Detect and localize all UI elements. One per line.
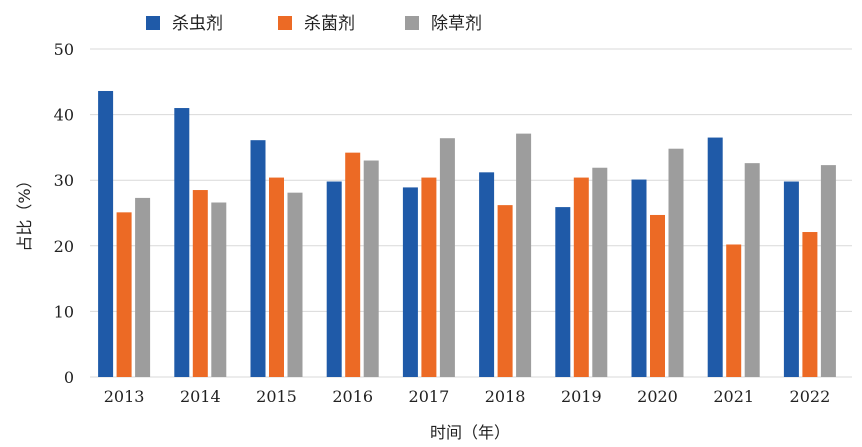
legend-swatch-杀菌剂 bbox=[278, 16, 292, 30]
bar-杀虫剂-2016 bbox=[326, 181, 342, 377]
bar-除草剂-2021 bbox=[744, 163, 760, 377]
x-tick-label-2020: 2020 bbox=[637, 387, 678, 406]
bar-杀菌剂-2020 bbox=[650, 214, 665, 377]
y-axis-ticks: 0 10 20 30 40 50 bbox=[54, 40, 74, 387]
bar-除草剂-2015 bbox=[287, 192, 303, 377]
bar-杀菌剂-2014 bbox=[192, 190, 208, 377]
y-tick-label: 30 bbox=[54, 171, 74, 190]
bar-杀菌剂-2013 bbox=[116, 212, 132, 377]
x-tick-label-2014: 2014 bbox=[180, 387, 221, 406]
bar-杀虫剂-2018 bbox=[479, 172, 495, 377]
bar-杀虫剂-2014 bbox=[174, 108, 190, 377]
y-tick-label: 50 bbox=[54, 40, 74, 59]
x-axis-title: 时间（年） bbox=[430, 423, 510, 442]
bar-除草剂-2017 bbox=[439, 138, 455, 377]
x-axis-ticks: 2013 2014 2015 2016 2017 2018 2019 2020 2021 2022 bbox=[104, 387, 831, 406]
y-tick-label: 40 bbox=[54, 106, 74, 125]
bar-除草剂-2014 bbox=[211, 202, 227, 377]
x-tick-label-2017: 2017 bbox=[409, 387, 450, 406]
bar-杀菌剂-2016 bbox=[345, 152, 361, 377]
bar-杀虫剂-2017 bbox=[402, 187, 418, 377]
bar-杀菌剂-2017 bbox=[421, 177, 437, 377]
bar-杀菌剂-2018 bbox=[497, 205, 513, 377]
bar-除草剂-2019 bbox=[592, 167, 608, 377]
x-tick-label-2018: 2018 bbox=[485, 387, 526, 406]
x-tick-label-2019: 2019 bbox=[561, 387, 602, 406]
x-tick-label-2016: 2016 bbox=[332, 387, 373, 406]
bar-杀菌剂-2015 bbox=[269, 177, 284, 377]
bar-杀菌剂-2019 bbox=[573, 177, 589, 377]
x-tick-label-2021: 2021 bbox=[713, 387, 754, 406]
y-tick-label: 10 bbox=[54, 302, 74, 321]
legend: 杀虫剂 杀菌剂 除草剂 bbox=[146, 14, 482, 34]
bar-杀虫剂-2021 bbox=[707, 137, 723, 377]
legend-label-杀虫剂: 杀虫剂 bbox=[172, 14, 223, 34]
bar-杀菌剂-2021 bbox=[726, 244, 742, 377]
bar-杀菌剂-2022 bbox=[802, 232, 818, 377]
legend-label-除草剂: 除草剂 bbox=[431, 14, 482, 34]
bar-除草剂-2020 bbox=[668, 148, 684, 377]
bar-除草剂-2022 bbox=[820, 165, 836, 377]
bar-杀虫剂-2013 bbox=[98, 90, 114, 377]
bar-除草剂-2013 bbox=[135, 197, 151, 377]
x-tick-label-2013: 2013 bbox=[104, 387, 145, 406]
legend-label-杀菌剂: 杀菌剂 bbox=[304, 14, 355, 34]
y-tick-label: 20 bbox=[54, 237, 74, 256]
bar-杀虫剂-2015 bbox=[250, 140, 266, 377]
x-tick-label-2022: 2022 bbox=[790, 387, 831, 406]
bar-杀虫剂-2020 bbox=[631, 179, 647, 377]
legend-swatch-杀虫剂 bbox=[146, 16, 160, 30]
bars bbox=[98, 90, 836, 377]
y-tick-label: 0 bbox=[64, 368, 74, 387]
bar-杀虫剂-2022 bbox=[783, 181, 799, 377]
bar-除草剂-2016 bbox=[363, 160, 379, 377]
y-axis-title: 占比（%） bbox=[15, 172, 34, 251]
bar-杀虫剂-2019 bbox=[555, 207, 571, 377]
x-tick-label-2015: 2015 bbox=[256, 387, 297, 406]
bar-除草剂-2018 bbox=[516, 133, 532, 377]
legend-swatch-除草剂 bbox=[405, 16, 419, 30]
